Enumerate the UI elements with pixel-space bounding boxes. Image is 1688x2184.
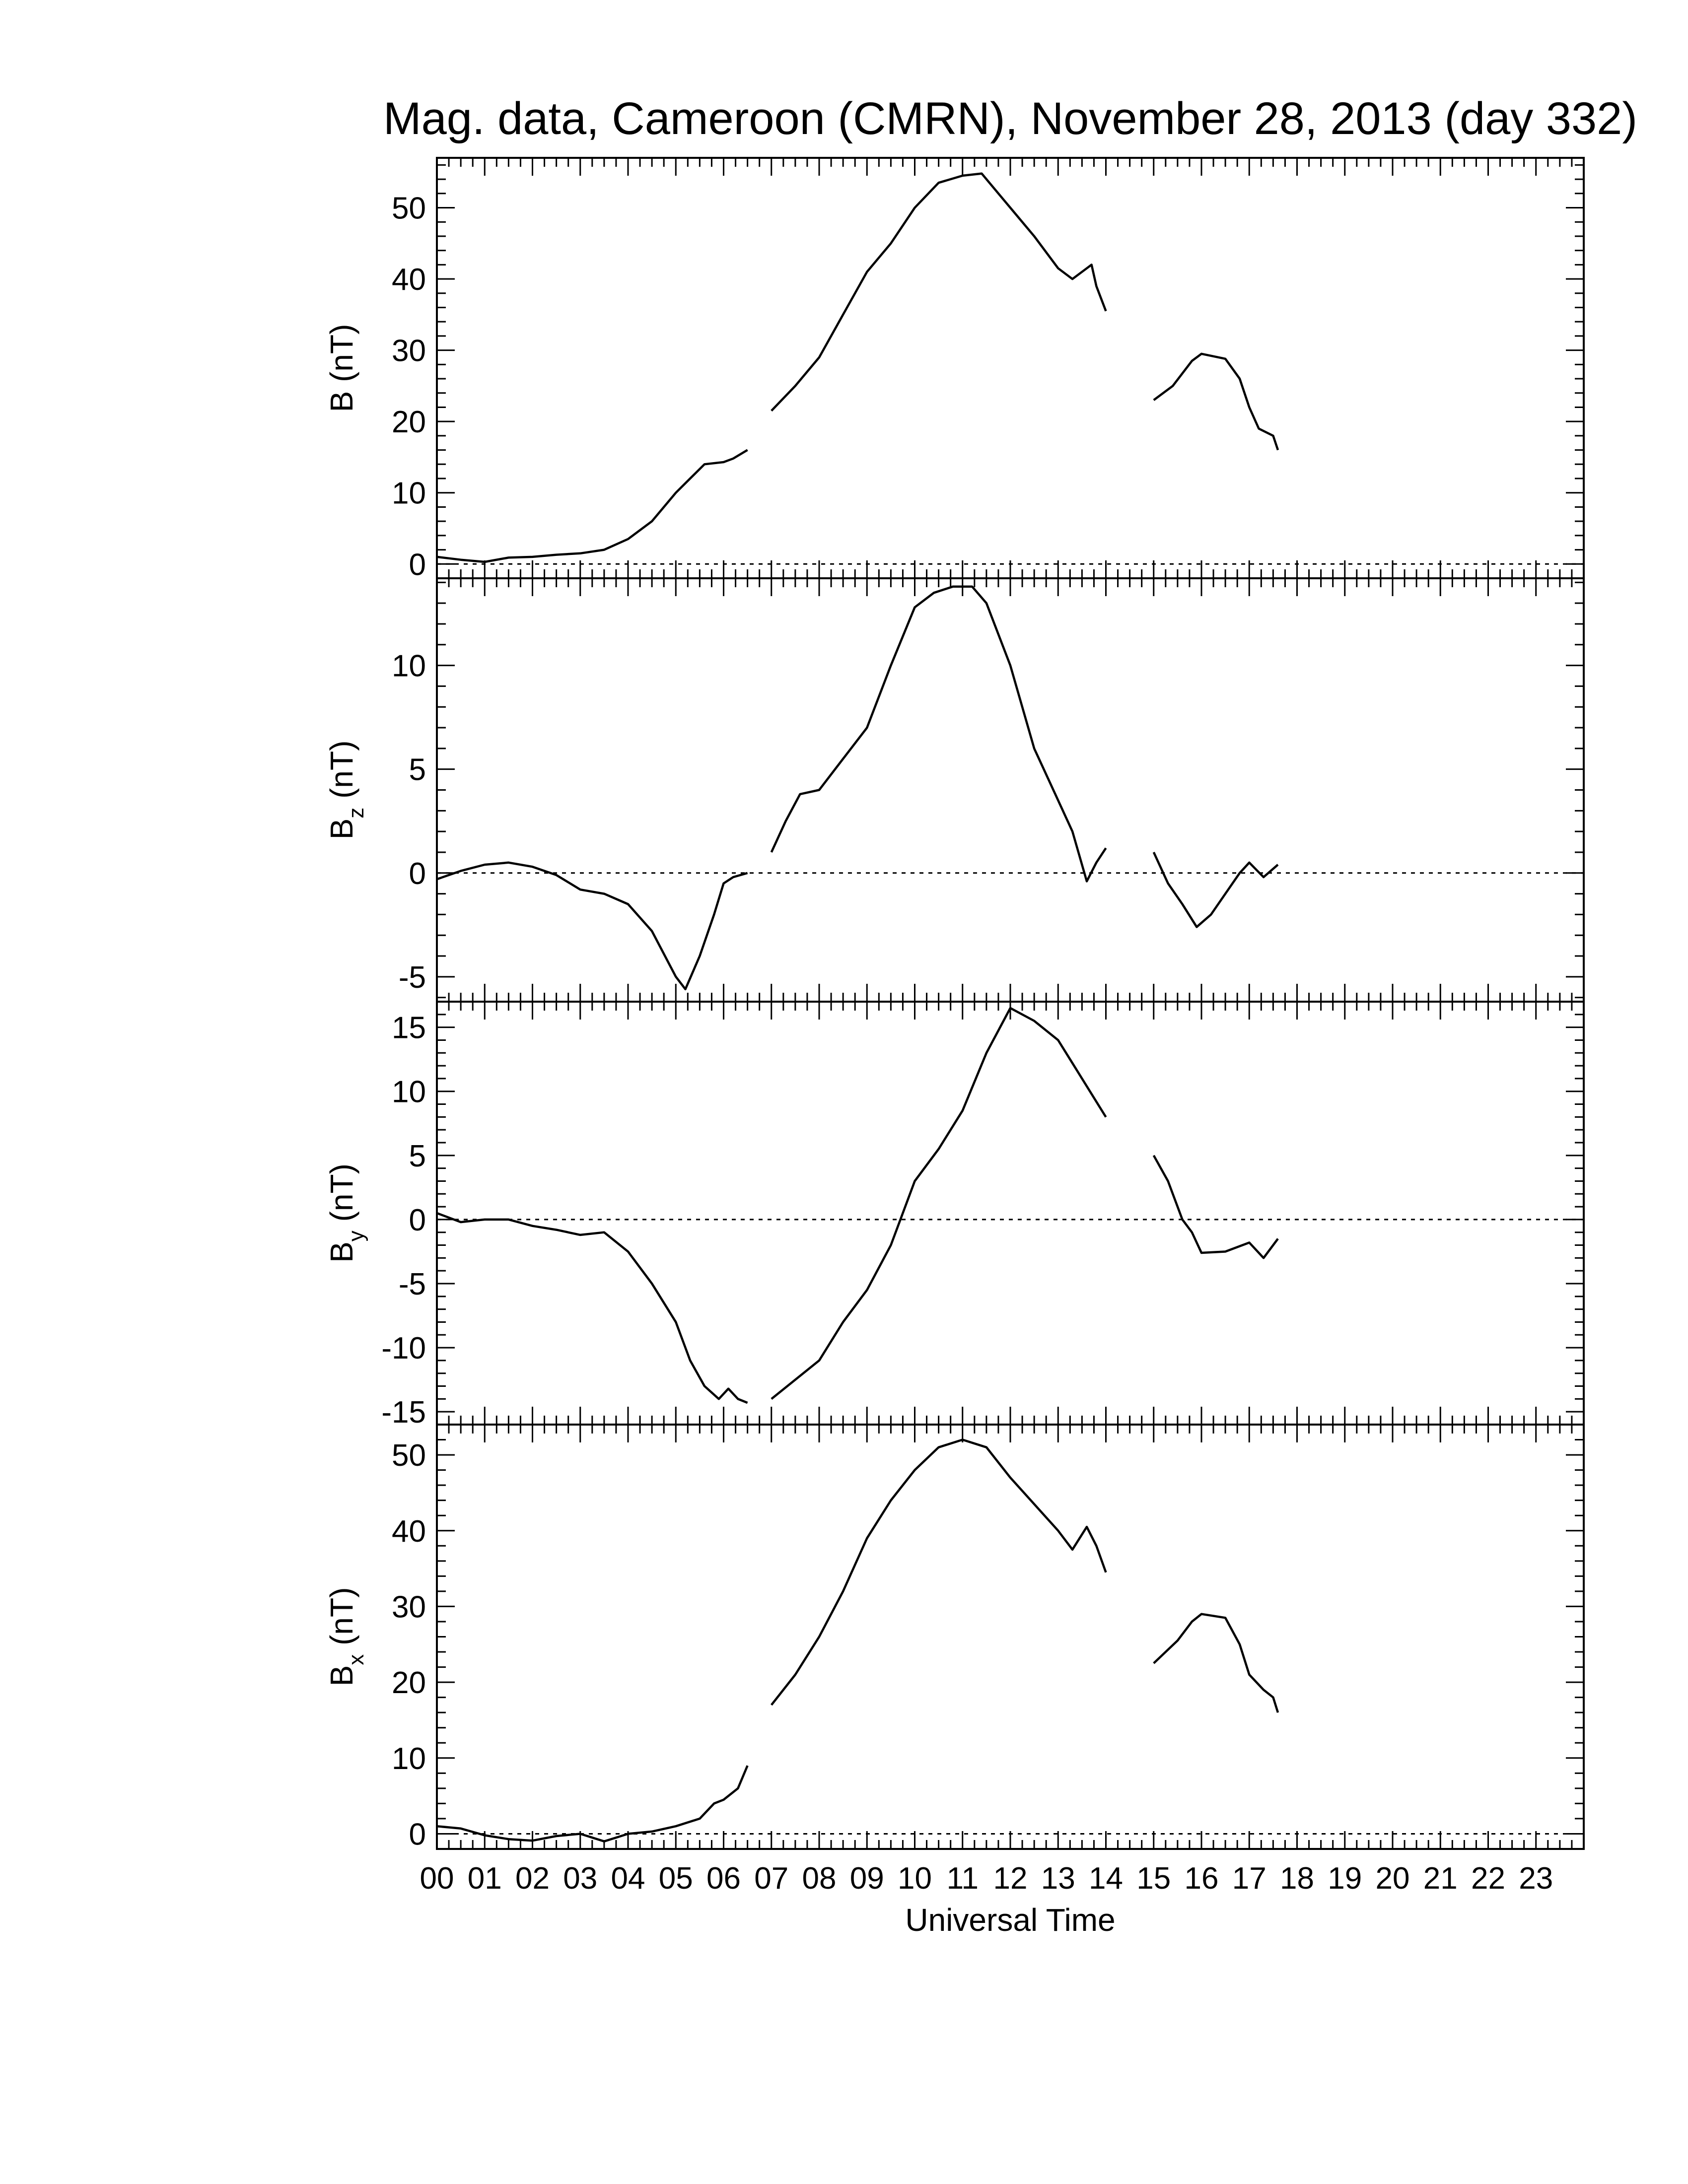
y-tick-label: 0 — [409, 1203, 426, 1237]
y-tick-label: 0 — [409, 857, 426, 891]
y-tick-label: 40 — [392, 263, 426, 297]
x-tick-label: 14 — [1089, 1861, 1123, 1896]
x-tick-label: 20 — [1376, 1861, 1410, 1896]
y-tick-label: 10 — [392, 477, 426, 511]
series-line-segment-1 — [771, 1438, 1107, 1706]
series-line-segment-2 — [1153, 352, 1279, 451]
x-tick-label: 12 — [993, 1861, 1028, 1896]
x-tick-label: 16 — [1185, 1861, 1219, 1896]
x-tick-label: 04 — [611, 1861, 645, 1896]
y-ticks — [437, 1424, 1584, 1850]
y-axis-label-subscript: z — [344, 808, 368, 819]
x-ticks — [436, 158, 1585, 578]
series-line-segment-2 — [1153, 1613, 1279, 1713]
y-axis-label-subscript: x — [344, 1654, 368, 1665]
y-axis-label-main: B — [324, 819, 359, 840]
series-line-segment-1 — [771, 172, 1107, 412]
chart-title: Mag. data, Cameroon (CMRN), November 28,… — [383, 93, 1637, 144]
y-tick-label: 50 — [392, 191, 426, 225]
y-axis-label: Bz (nT) — [324, 741, 368, 840]
y-tick-label: -5 — [399, 960, 426, 995]
x-tick-label: 22 — [1471, 1861, 1505, 1896]
x-tick-label: 05 — [659, 1861, 693, 1896]
y-axis-label: By (nT) — [324, 1163, 368, 1263]
series-line-segment-0 — [436, 861, 748, 991]
y-tick-label: 0 — [409, 547, 426, 582]
y-tick-label: 20 — [392, 405, 426, 439]
x-tick-label: 18 — [1280, 1861, 1314, 1896]
y-tick-label: 50 — [392, 1438, 426, 1473]
x-tick-label: 08 — [802, 1861, 837, 1896]
y-tick-label: 10 — [392, 649, 426, 683]
x-tick-label: 07 — [754, 1861, 788, 1896]
y-tick-label: 40 — [392, 1514, 426, 1549]
y-tick-label: 5 — [409, 753, 426, 787]
y-axis-label-main: B — [324, 1665, 359, 1687]
series-line-segment-0 — [436, 1212, 748, 1404]
x-tick-label: 13 — [1041, 1861, 1075, 1896]
y-tick-label: -5 — [399, 1267, 426, 1301]
x-tick-label: 17 — [1232, 1861, 1266, 1896]
series-line-segment-2 — [1152, 1155, 1279, 1259]
y-tick-label: -10 — [381, 1331, 426, 1365]
panel-2: -15 -10 -5 0 5 10 15 By (nT) — [324, 1001, 1585, 1430]
x-axis-label: Universal Time — [905, 1902, 1115, 1938]
x-ticks — [436, 578, 1585, 1002]
y-axis-label-unit: (nT) — [324, 741, 359, 808]
x-ticks — [436, 1002, 1585, 1425]
x-tick-label: 23 — [1519, 1861, 1553, 1896]
y-tick-label: 10 — [392, 1742, 426, 1776]
series-line-segment-2 — [1152, 851, 1279, 928]
x-tick-label: 02 — [515, 1861, 550, 1896]
y-tick-label: 20 — [392, 1666, 426, 1700]
y-axis-label-unit: (nT) — [324, 1163, 359, 1230]
x-tick-label: 21 — [1423, 1861, 1458, 1896]
y-tick-label: 0 — [409, 1817, 426, 1851]
series-line-segment-0 — [436, 449, 748, 563]
series-line-segment-1 — [771, 1007, 1107, 1400]
x-tick-label: 11 — [947, 1861, 979, 1896]
x-tick-label: 00 — [420, 1861, 454, 1896]
y-axis-label-unit: (nT) — [324, 1587, 359, 1654]
series-line-segment-1 — [770, 585, 1107, 883]
x-tick-label: 03 — [563, 1861, 597, 1896]
y-tick-label: 30 — [392, 334, 426, 368]
y-tick-label: 15 — [392, 1011, 426, 1045]
y-axis-label-main: B — [324, 391, 359, 412]
x-tick-label: 09 — [850, 1861, 884, 1896]
x-tick-labels: 00 01 02 03 04 05 06 07 08 09 10 11 12 13 14 15 16 17 18 19… — [420, 1861, 1553, 1896]
y-axis-label-unit: (nT) — [324, 324, 359, 391]
x-tick-label: 19 — [1328, 1861, 1362, 1896]
y-tick-label: -15 — [381, 1395, 426, 1430]
y-axis-label-main: B — [324, 1241, 359, 1263]
y-tick-label: 10 — [392, 1075, 426, 1109]
series-line-segment-0 — [436, 1765, 749, 1843]
y-axis-label-subscript: y — [344, 1230, 368, 1241]
x-tick-label: 10 — [898, 1861, 932, 1896]
x-tick-label: 15 — [1136, 1861, 1171, 1896]
x-tick-label: 06 — [706, 1861, 741, 1896]
y-axis-label: Bx (nT) — [324, 1587, 368, 1687]
y-axis-label: B (nT) — [324, 324, 359, 412]
panel-3: 0 10 20 30 40 50 Bx (nT) — [324, 1424, 1585, 1851]
y-tick-label: 30 — [392, 1590, 426, 1624]
y-ticks — [437, 581, 1584, 999]
y-tick-label: 5 — [409, 1139, 426, 1173]
x-tick-label: 01 — [468, 1861, 502, 1896]
